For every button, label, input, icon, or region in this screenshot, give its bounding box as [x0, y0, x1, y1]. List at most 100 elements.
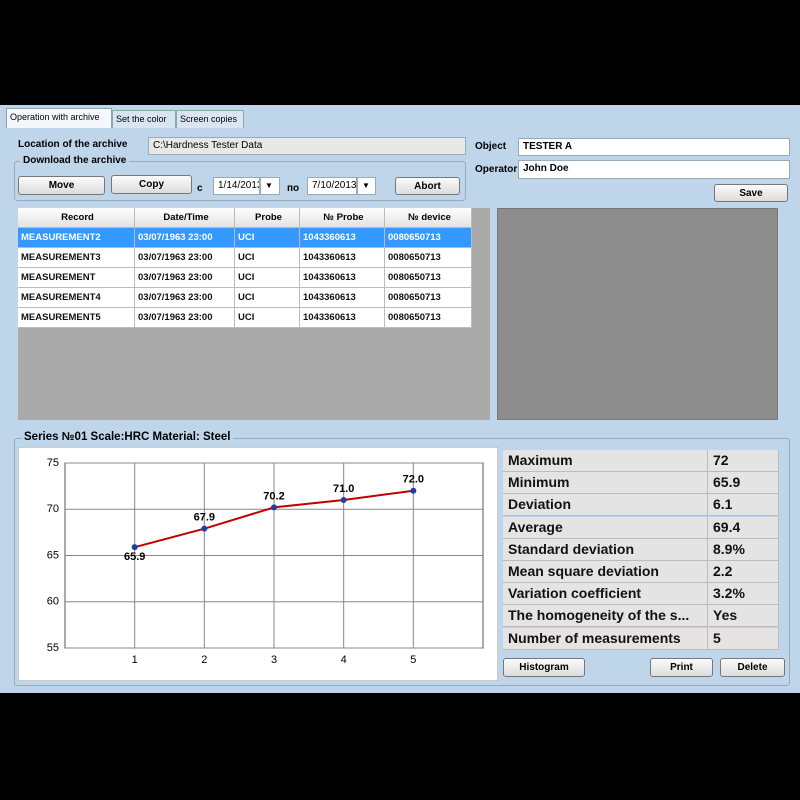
location-input[interactable]: C:\Hardness Tester Data [148, 137, 466, 155]
histogram-button[interactable]: Histogram [503, 658, 585, 677]
y-tick-label: 60 [47, 596, 59, 608]
table-cell[interactable]: UCI [235, 248, 300, 268]
data-label: 67.9 [194, 512, 215, 524]
y-tick-label: 75 [47, 457, 59, 469]
stat-value: 8.9% [708, 538, 779, 561]
stat-value: 3.2% [708, 583, 779, 606]
table-cell[interactable]: 03/07/1963 23:00 [135, 308, 235, 328]
table-cell[interactable]: 0080650713 [385, 308, 472, 328]
object-label: Object [475, 141, 507, 152]
table-cell[interactable]: UCI [235, 308, 300, 328]
table-cell[interactable]: 1043360613 [300, 268, 385, 288]
records-table: Record Date/Time Probe № Probe № device MEASU… [18, 208, 490, 420]
dropdown-arrow[interactable]: ▼ [260, 177, 280, 195]
location-label: Location of the archive [18, 139, 128, 150]
table-cell[interactable]: 0080650713 [385, 248, 472, 268]
data-point [131, 544, 138, 551]
chart: 55 60 65 70 75 1 2 3 4 5 65.9 67.9 70.2 71.0 72.0 [18, 447, 498, 681]
download-label: Download the archive [20, 155, 130, 166]
abort-button[interactable]: Abort [395, 177, 460, 195]
print-button[interactable]: Print [650, 658, 713, 677]
table-cell[interactable]: UCI [235, 268, 300, 288]
data-label: 72.0 [403, 474, 424, 486]
from-label: c [197, 183, 203, 194]
stat-label: Average [503, 516, 708, 539]
x-tick-label: 2 [201, 654, 207, 666]
stat-value: 69.4 [708, 516, 779, 539]
series-title: Series №01 Scale:HRC Material: Steel [22, 431, 233, 443]
column-header[interactable]: № Probe [300, 208, 385, 228]
stat-label: Standard deviation [503, 538, 708, 561]
stat-value: 65.9 [708, 472, 779, 495]
stat-value: Yes [708, 605, 779, 628]
x-tick-label: 3 [271, 654, 277, 666]
tab[interactable]: Operation with archive [6, 108, 112, 128]
table-cell[interactable]: UCI [235, 228, 300, 248]
chart-background [18, 447, 498, 681]
stat-value: 6.1 [708, 494, 779, 517]
y-tick-label: 65 [47, 549, 59, 561]
table-cell[interactable]: 1043360613 [300, 228, 385, 248]
table-cell[interactable]: 03/07/1963 23:00 [135, 248, 235, 268]
table-cell[interactable]: MEASUREMENT2 [18, 228, 135, 248]
table-cell[interactable]: 03/07/1963 23:00 [135, 228, 235, 248]
move-button[interactable]: Move [18, 176, 105, 195]
stats-table: Maximum 72 Minimum 65.9 Deviation 6.1 Average 6… [503, 450, 779, 650]
to-date[interactable]: 7/10/2013 [307, 177, 357, 195]
x-tick-label: 4 [341, 654, 347, 666]
stat-value: 72 [708, 450, 779, 472]
save-button[interactable]: Save [714, 184, 788, 202]
operator-label: Operator [475, 164, 518, 175]
data-point [410, 487, 417, 494]
table-cell[interactable]: 0080650713 [385, 288, 472, 308]
dropdown-arrow[interactable]: ▼ [357, 177, 376, 195]
table-cell[interactable]: 03/07/1963 23:00 [135, 288, 235, 308]
table-cell[interactable]: MEASUREMENT3 [18, 248, 135, 268]
stat-label: Minimum [503, 472, 708, 495]
table-cell[interactable]: 1043360613 [300, 308, 385, 328]
series-group [14, 438, 790, 686]
table-cell[interactable]: MEASUREMENT5 [18, 308, 135, 328]
x-tick-label: 1 [132, 654, 138, 666]
stat-label: Mean square deviation [503, 561, 708, 583]
table-cell[interactable]: 0080650713 [385, 268, 472, 288]
stat-label: Number of measurements [503, 627, 708, 650]
table-cell[interactable]: MEASUREMENT [18, 268, 135, 288]
column-header[interactable]: Date/Time [135, 208, 235, 228]
operator-input[interactable]: John Doe [518, 160, 790, 179]
delete-button[interactable]: Delete [720, 658, 785, 677]
from-date[interactable]: 1/14/2013 [213, 177, 260, 195]
table-cell[interactable]: 1043360613 [300, 288, 385, 308]
y-tick-label: 70 [47, 503, 59, 515]
to-label: по [287, 183, 300, 194]
stat-label: Variation coefficient [503, 583, 708, 606]
tab[interactable]: Set the color [112, 110, 176, 128]
object-input[interactable]: TESTER A [518, 138, 790, 156]
table-cell[interactable]: MEASUREMENT4 [18, 288, 135, 308]
copy-button[interactable]: Copy [111, 175, 192, 194]
x-tick-label: 5 [410, 654, 416, 666]
data-point [340, 497, 347, 503]
preview-panel [497, 208, 778, 420]
data-label: 65.9 [124, 551, 145, 563]
column-header[interactable]: № device [385, 208, 472, 228]
tab[interactable]: Screen copies [176, 110, 244, 128]
data-label: 71.0 [333, 483, 354, 495]
column-header[interactable]: Probe [235, 208, 300, 228]
stat-value: 2.2 [708, 561, 779, 583]
table-cell[interactable]: 1043360613 [300, 248, 385, 268]
download-group [14, 161, 466, 201]
stat-value: 5 [708, 627, 779, 650]
table-cell[interactable]: 0080650713 [385, 228, 472, 248]
stat-label: The homogeneity of the s... [503, 605, 708, 628]
stat-label: Deviation [503, 494, 708, 517]
column-header[interactable]: Record [18, 208, 135, 228]
data-point [271, 504, 277, 511]
data-label: 70.2 [263, 490, 284, 502]
table-cell[interactable]: UCI [235, 288, 300, 308]
y-tick-label: 55 [47, 642, 59, 654]
table-cell[interactable]: 03/07/1963 23:00 [135, 268, 235, 288]
data-point [201, 525, 208, 532]
stat-label: Maximum [503, 450, 708, 472]
